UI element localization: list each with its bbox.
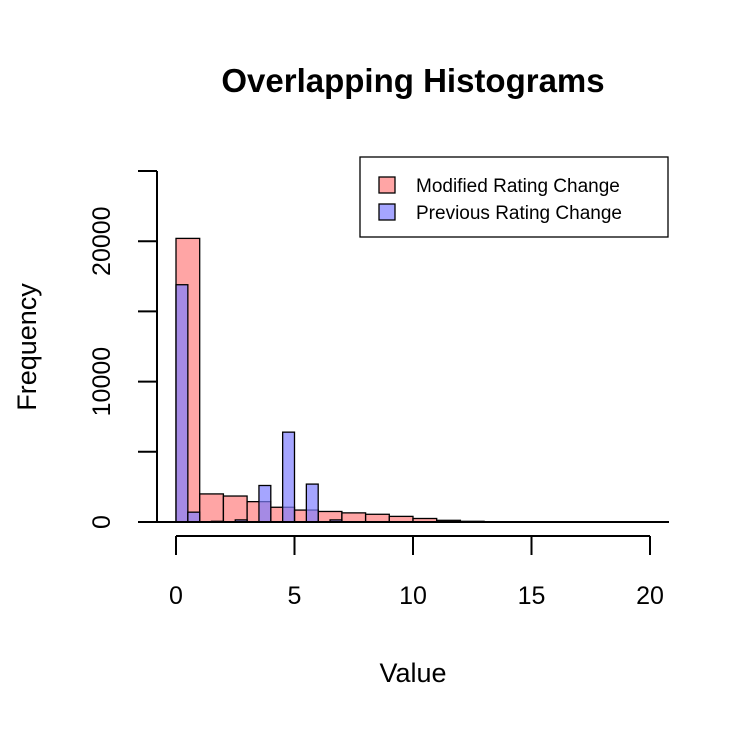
histogram-bar-series-2-bin-8 <box>258 484 272 523</box>
legend-swatch <box>378 203 396 221</box>
y-axis-label: Frequency <box>12 283 42 411</box>
histogram-bar-series-1-bin-3 <box>222 495 248 523</box>
x-axis-label: Value <box>379 658 446 688</box>
y-tick-label: 20000 <box>88 206 116 276</box>
histogram-bar-series-1-bin-9 <box>364 513 390 523</box>
legend-label: Modified Rating Change <box>416 176 620 197</box>
axes-layer: 0 5 10 15 20 0 10000 20000 <box>88 170 669 610</box>
x-tick-label: 20 <box>636 582 664 610</box>
legend-box <box>359 156 669 238</box>
x-tick-label: 15 <box>518 582 546 610</box>
legend-label: Previous Rating Change <box>416 203 622 224</box>
histogram-bar-series-2-bin-10 <box>281 431 296 523</box>
y-tick-label: 0 <box>88 515 116 529</box>
histogram-bar-series-2-bin-2 <box>187 511 201 523</box>
x-tick-label: 0 <box>169 582 183 610</box>
chart-title: Overlapping Histograms <box>221 62 604 99</box>
x-tick-label: 5 <box>288 582 302 610</box>
histogram-bar-series-2-bin-12 <box>305 483 319 523</box>
legend-swatch <box>378 176 396 194</box>
bars-layer <box>175 237 651 523</box>
histogram-bar-series-1-bin-8 <box>341 512 367 523</box>
x-tick-label: 10 <box>399 582 427 610</box>
legend: Modified Rating Change Previous Rating Ch… <box>359 156 669 238</box>
histogram-bar-series-2-bin-1 <box>175 284 189 523</box>
histogram-bar-series-1-bin-2 <box>199 493 225 523</box>
y-tick-label: 10000 <box>88 347 116 417</box>
